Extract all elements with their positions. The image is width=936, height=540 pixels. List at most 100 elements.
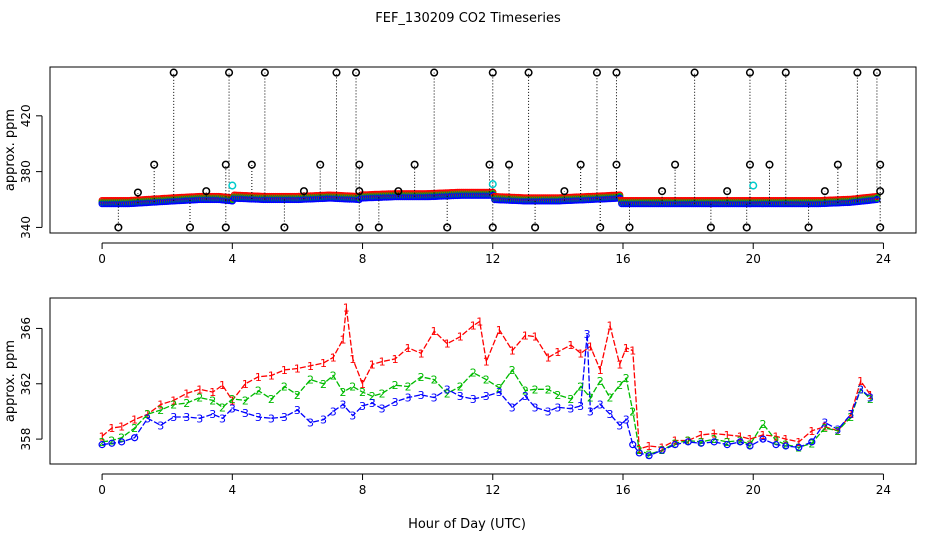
bottom-point-label-series-3: 3 [369, 397, 376, 410]
bottom-point-label-series-2: 2 [808, 437, 815, 450]
bottom-point-label-series-3: 3 [196, 412, 203, 425]
bottom-point-label-series-2: 2 [724, 436, 731, 449]
bottom-point-label-series-1: 1 [405, 342, 412, 355]
bottom-point-label-series-3: 3 [577, 400, 584, 413]
bottom-point-label-series-3: 3 [229, 403, 236, 416]
bottom-point-label-series-1: 1 [349, 353, 356, 366]
top-flag-point [228, 181, 237, 190]
bottom-point-label-series-3: 3 [616, 419, 623, 432]
bottom-point-label-series-2: 2 [431, 374, 438, 387]
top-mid-spike-point [247, 160, 256, 169]
bottom-point-label-series-2: 2 [522, 385, 529, 398]
bottom-point-label-series-3: 3 [294, 404, 301, 417]
top-low-spike-point [221, 223, 230, 232]
top-panel-frame [49, 66, 917, 234]
bottom-point-label-series-1: 1 [320, 357, 327, 370]
top-mid-spike-point [833, 160, 842, 169]
top-low-spike-point [531, 223, 540, 232]
bottom-point-label-series-2: 2 [209, 394, 216, 407]
bottom-point-label-series-2: 2 [320, 378, 327, 391]
bottom-y-axis-label: approx. ppm [3, 340, 18, 422]
bottom-point-label-series-1: 1 [808, 425, 815, 438]
bottom-point-label-series-3: 3 [242, 407, 249, 420]
bottom-point-label-series-3: 3 [144, 412, 151, 425]
bottom-point-label-series-1: 1 [795, 436, 802, 449]
top-mid-spike-point [745, 160, 755, 169]
bottom-point-label-series-1: 1 [821, 421, 828, 434]
top-mid-spike-point [150, 160, 159, 169]
bottom-point-label-series-2: 2 [616, 379, 623, 392]
top-low-spike-point [185, 223, 195, 232]
top-high-spike-point [260, 68, 269, 77]
bottom-point-label-series-1: 1 [659, 441, 666, 454]
bottom-point-series-3 [671, 441, 679, 449]
bottom-point-label-series-2: 2 [672, 437, 679, 450]
figure-title: FEF_130209 CO2 Timeseries [375, 11, 561, 26]
bottom-point-label-series-3: 3 [209, 408, 216, 421]
bottom-point-label-series-3: 3 [349, 410, 356, 423]
bottom-point-label-series-3: 3 [330, 405, 337, 418]
bottom-point-label-series-1: 1 [834, 425, 841, 438]
top-x-tick-label: 4 [228, 252, 236, 266]
bottom-point-label-series-2: 2 [577, 381, 584, 394]
bottom-point-label-series-1: 1 [545, 351, 552, 364]
bottom-point-label-series-1: 1 [118, 421, 125, 434]
bottom-point-label-series-3: 3 [392, 396, 399, 409]
bottom-point-label-series-3: 3 [219, 412, 226, 425]
top-small-spike-point [658, 187, 667, 196]
bottom-point-label-series-1: 1 [636, 443, 643, 456]
bottom-point-label-series-2: 2 [821, 422, 828, 435]
bottom-point-label-series-3: 3 [857, 383, 864, 396]
top-low-spike-point [742, 223, 751, 232]
top-mid-spike-point [576, 160, 585, 169]
bottom-point-label-series-3: 3 [567, 403, 574, 416]
bottom-point-label-series-2: 2 [711, 433, 718, 446]
bottom-point-label-series-2: 2 [646, 448, 653, 461]
top-low-spike-point [876, 223, 885, 232]
bottom-point-label-series-3: 3 [821, 417, 828, 430]
bottom-point-label-series-2: 2 [773, 434, 780, 447]
bottom-point-label-series-1: 1 [108, 422, 115, 435]
bottom-point-label-series-2: 2 [457, 381, 464, 394]
bottom-point-label-series-2: 2 [268, 393, 275, 406]
bottom-point-label-series-3: 3 [606, 408, 613, 421]
bottom-point-label-series-1: 1 [685, 434, 692, 447]
top-x-tick-label: 16 [615, 252, 630, 266]
bottom-point-label-series-2: 2 [330, 369, 337, 382]
top-high-spike-point [872, 68, 881, 77]
bottom-point-label-series-3: 3 [359, 400, 366, 413]
bottom-x-tick-label: 4 [228, 483, 236, 497]
bottom-point-label-series-3: 3 [867, 392, 874, 405]
top-mid-spike-point [765, 160, 774, 169]
top-high-spike-point [524, 68, 533, 77]
bottom-point-series-3 [772, 441, 780, 449]
bottom-point-label-series-2: 2 [369, 390, 376, 403]
bottom-point-label-series-1: 1 [737, 430, 744, 443]
bottom-point-label-series-2: 2 [349, 381, 356, 394]
top-low-spike-point [280, 223, 289, 232]
bottom-point-label-series-1: 1 [209, 386, 216, 399]
bottom-line-series-1 [101, 307, 871, 450]
bottom-line-series-2 [102, 368, 871, 455]
top-x-tick-label: 8 [359, 252, 367, 266]
bottom-point-label-series-3: 3 [545, 405, 552, 418]
bottom-point-label-series-1: 1 [782, 433, 789, 446]
bottom-point-label-series-1: 1 [857, 375, 864, 388]
top-low-spike-point [706, 223, 715, 232]
bottom-point-label-series-2: 2 [229, 393, 236, 406]
top-data-marks [98, 68, 885, 232]
top-x-tick-label: 12 [485, 252, 500, 266]
bottom-point-label-series-2: 2 [108, 434, 115, 447]
top-low-spike-point [488, 223, 497, 232]
top-high-spike-point [488, 68, 497, 77]
bottom-point-label-series-1: 1 [587, 340, 594, 353]
bottom-point-label-series-1: 1 [606, 320, 613, 333]
bottom-point-label-series-1: 1 [369, 358, 376, 371]
top-y-tick-label: 340 [19, 216, 33, 239]
bottom-point-label-series-1: 1 [379, 356, 386, 369]
bottom-point-label-series-1: 1 [343, 302, 350, 315]
bottom-point-series-3 [746, 442, 754, 450]
bottom-point-label-series-3: 3 [183, 411, 190, 424]
